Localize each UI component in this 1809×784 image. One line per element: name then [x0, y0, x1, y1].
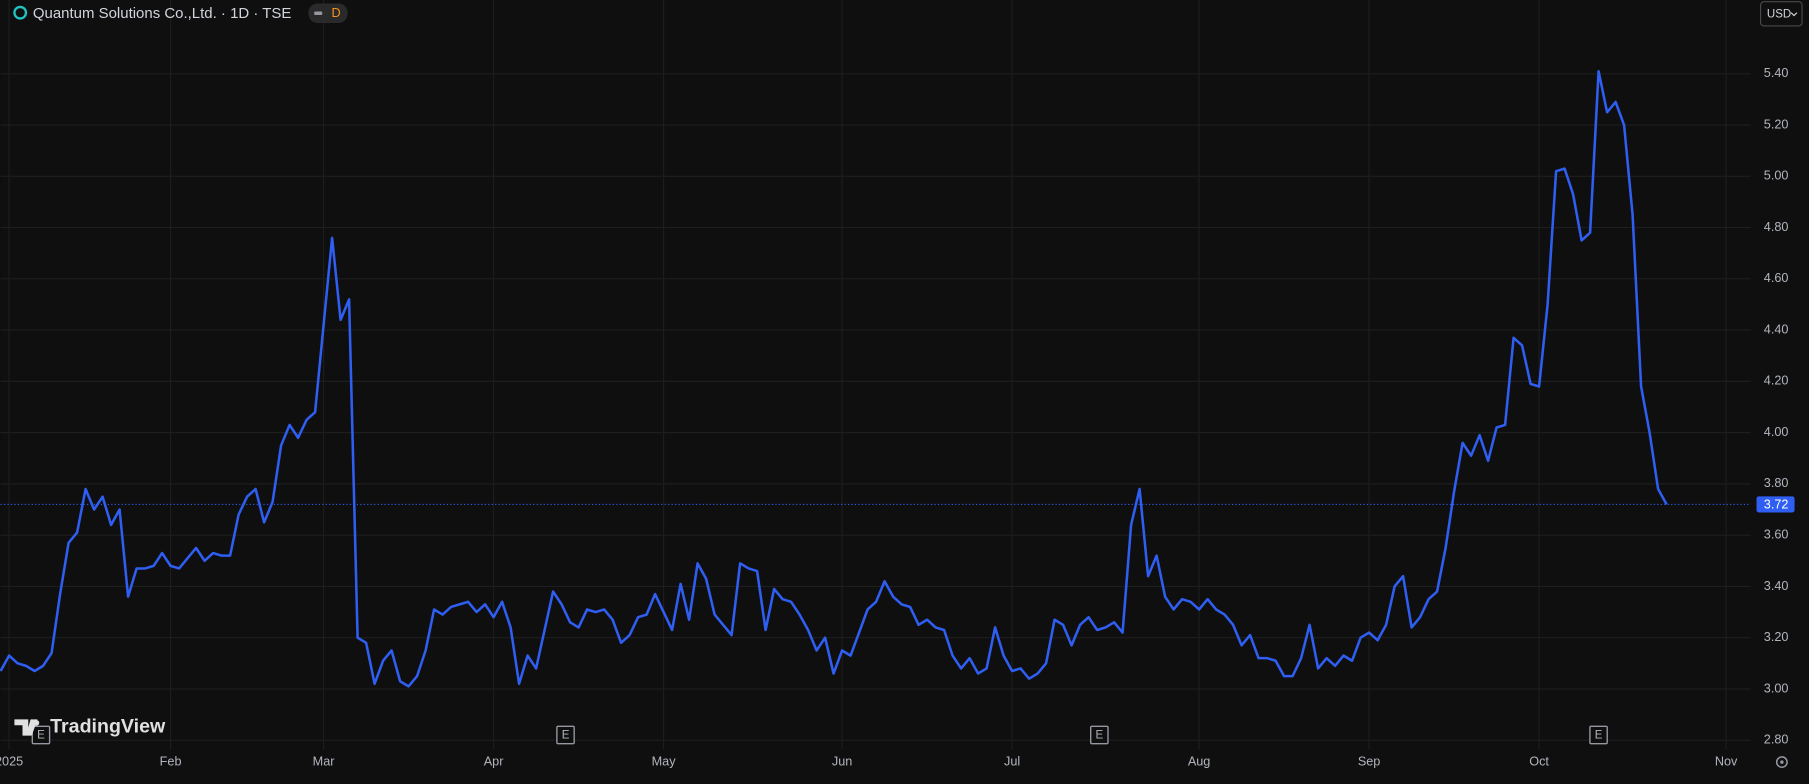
logo-dot	[33, 720, 40, 726]
last-price-label: 3.72	[1764, 497, 1789, 511]
y-tick-label: 4.20	[1764, 374, 1789, 388]
event-marker	[556, 725, 575, 745]
symbol-title: Quantum Solutions Co.,Ltd. · 1D · TSE	[33, 5, 291, 22]
x-tick-label: Oct	[1529, 754, 1549, 768]
currency-label: USD	[1767, 8, 1791, 20]
y-tick-label: 4.80	[1764, 220, 1789, 234]
y-tick-label: 3.60	[1764, 527, 1789, 541]
y-tick-label: 4.60	[1764, 271, 1789, 285]
y-tick-label: 5.00	[1764, 169, 1789, 183]
y-tick-label: 4.40	[1764, 322, 1789, 336]
x-tick-label: Apr	[484, 754, 504, 768]
currency-button[interactable]	[1759, 1, 1803, 27]
event-label: E	[1595, 730, 1603, 742]
badge-dash	[314, 11, 323, 15]
x-tick-label: May	[652, 754, 677, 768]
x-tick-label: Jul	[1004, 754, 1020, 768]
price-line	[0, 69, 1668, 688]
event-label: E	[562, 730, 570, 742]
watermark: TradingView	[50, 716, 166, 738]
currency-caret	[1790, 12, 1798, 17]
x-tick-label: 2025	[0, 754, 23, 768]
y-tick-label: 4.00	[1764, 425, 1789, 439]
x-tick-label: Nov	[1715, 754, 1738, 768]
y-tick-label: 3.40	[1764, 579, 1789, 593]
x-tick-label: Sep	[1358, 754, 1381, 768]
interval-badge: D	[332, 6, 341, 20]
event-marker	[31, 725, 51, 745]
x-tick-label: Jun	[832, 754, 852, 768]
logo-mark	[14, 719, 38, 736]
x-tick-label: Aug	[1188, 754, 1211, 768]
grid	[0, 0, 1751, 750]
event-label: E	[37, 730, 45, 742]
last-price-tag	[1756, 496, 1795, 513]
y-tick-label: 3.20	[1764, 630, 1789, 644]
plot	[0, 69, 1751, 688]
y-tick-label: 3.80	[1764, 476, 1789, 490]
x-tick-label: Feb	[160, 754, 182, 768]
y-tick-label: 3.00	[1764, 681, 1789, 695]
event-marker	[1090, 725, 1109, 745]
y-tick-label: 5.20	[1764, 117, 1789, 131]
settings-icon[interactable]	[1775, 756, 1788, 769]
x-tick-label: Mar	[313, 754, 336, 768]
y-tick-label: 5.40	[1764, 66, 1789, 80]
settings-icon-center	[1780, 760, 1784, 764]
symbol-icon	[13, 5, 28, 20]
event-label: E	[1096, 730, 1104, 742]
event-marker	[1589, 725, 1608, 745]
y-tick-label: 2.80	[1764, 733, 1789, 747]
badge-bg	[308, 3, 348, 24]
